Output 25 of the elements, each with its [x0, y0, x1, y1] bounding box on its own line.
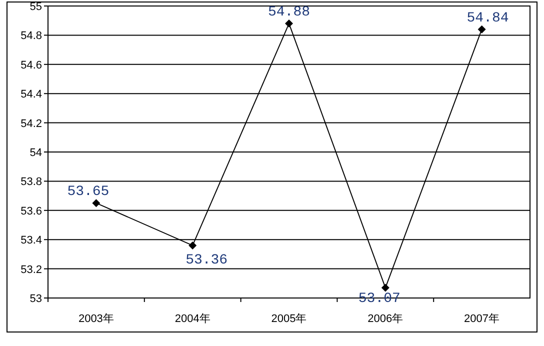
x-tick-label: 2005年	[271, 313, 307, 325]
y-tick-label: 54.8	[20, 30, 42, 42]
point	[285, 20, 293, 28]
y-tick-label: 53.4	[20, 234, 42, 247]
y-tick-label: 54.2	[20, 118, 42, 130]
data-label: 53.36	[186, 252, 228, 268]
point	[478, 25, 486, 34]
x-tick-label: 2004年	[174, 313, 210, 325]
y-tick-label: 54	[30, 147, 42, 159]
y-tick-label: 53.2	[20, 264, 42, 276]
y-tick-label: 53	[30, 293, 42, 305]
y-tick-label: 53.6	[20, 205, 42, 218]
x-tick-label: 2007年	[464, 313, 500, 325]
y-tick-label: 55	[30, 1, 42, 13]
x-tick-label: 2003年	[78, 313, 114, 325]
point	[188, 241, 197, 250]
y-tick-label: 53.8	[20, 176, 42, 188]
x-tick-label: 2006年	[368, 313, 404, 325]
data-label: 54.88	[268, 4, 310, 21]
data-label: 53.65	[67, 184, 110, 200]
data-label: 54.84	[466, 10, 509, 26]
y-tick-label: 54.6	[20, 59, 42, 72]
y-tick-label: 54.4	[20, 88, 42, 101]
point	[381, 284, 390, 292]
point	[92, 199, 100, 208]
